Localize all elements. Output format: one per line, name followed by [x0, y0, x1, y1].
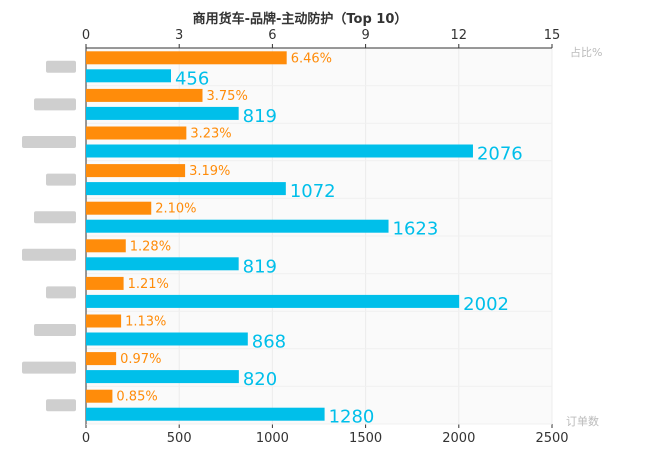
data-label-orders: 456 — [175, 68, 209, 89]
bottom-tick-label: 500 — [167, 431, 192, 446]
data-label-orders: 1072 — [290, 181, 336, 202]
bottom-axis-label: 订单数 — [566, 415, 599, 428]
category-label-placeholder — [34, 324, 76, 336]
bottom-tick-label: 1500 — [349, 431, 382, 446]
bar-share — [86, 276, 124, 290]
top-tick-label: 15 — [544, 28, 561, 43]
bar-share — [86, 88, 203, 102]
top-tick-label: 3 — [175, 28, 183, 43]
bar-orders — [86, 332, 248, 346]
data-label-share: 6.46% — [291, 51, 332, 66]
bar-share — [86, 352, 117, 366]
chart-title: 商用货车-品牌-主动防护（Top 10） — [193, 11, 408, 27]
top-tick-label: 9 — [361, 28, 369, 43]
data-label-orders: 2002 — [463, 294, 509, 315]
bar-share — [86, 239, 126, 253]
bottom-tick-label: 0 — [82, 431, 90, 446]
bottom-axis-ticks: 0 500 1000 1500 2000 2500 — [82, 431, 569, 446]
data-label-orders: 2076 — [477, 144, 523, 165]
data-label-orders: 868 — [252, 332, 286, 353]
data-label-orders: 819 — [243, 106, 277, 127]
data-label-share: 1.13% — [125, 315, 166, 330]
top-tick-label: 6 — [268, 28, 276, 43]
data-label-share: 0.97% — [120, 352, 161, 367]
data-label-orders: 1280 — [329, 407, 375, 428]
bar-orders — [86, 69, 171, 83]
data-label-share: 3.75% — [207, 89, 248, 104]
top-tick-label: 0 — [82, 28, 90, 43]
top-axis-ticks: 0 3 6 9 12 15 — [82, 28, 560, 43]
category-label-placeholder — [46, 286, 76, 299]
category-label-placeholder — [22, 361, 76, 374]
top-tick-label: 12 — [451, 28, 468, 43]
bar-orders — [86, 219, 389, 233]
category-label-placeholder — [22, 136, 76, 148]
data-label-share: 3.23% — [190, 127, 231, 142]
category-label-placeholder — [46, 399, 76, 412]
bar-share — [86, 51, 287, 65]
bar-orders — [86, 106, 239, 120]
bar-orders — [86, 407, 325, 421]
category-label-placeholder — [46, 173, 76, 186]
category-label-placeholder — [34, 211, 76, 224]
bar-share — [86, 126, 187, 140]
data-label-share: 3.19% — [189, 164, 230, 179]
category-labels — [22, 60, 76, 412]
bar-orders — [86, 370, 239, 384]
bar-share — [86, 201, 152, 215]
data-label-share: 2.10% — [155, 202, 196, 217]
gridlines — [85, 44, 553, 428]
bottom-tick-label: 2000 — [442, 431, 475, 446]
category-label-placeholder — [46, 60, 76, 73]
bar-share — [86, 389, 113, 403]
data-label-share: 1.21% — [128, 277, 169, 292]
bar-share — [86, 164, 186, 178]
bar-orders — [86, 182, 286, 196]
bar-share — [86, 314, 122, 328]
data-label-orders: 819 — [243, 256, 277, 277]
bottom-tick-label: 2500 — [535, 431, 568, 446]
data-label-share: 1.28% — [130, 239, 171, 254]
bar-orders — [86, 144, 473, 158]
bottom-tick-label: 1000 — [256, 431, 289, 446]
top-axis-label: 占比% — [570, 45, 602, 59]
data-label-orders: 820 — [243, 369, 277, 390]
bar-orders — [86, 294, 460, 308]
category-label-placeholder — [34, 98, 76, 111]
data-label-share: 0.85% — [116, 390, 157, 405]
data-label-orders: 1623 — [393, 219, 439, 240]
bar-orders — [86, 257, 239, 271]
category-label-placeholder — [22, 248, 76, 261]
